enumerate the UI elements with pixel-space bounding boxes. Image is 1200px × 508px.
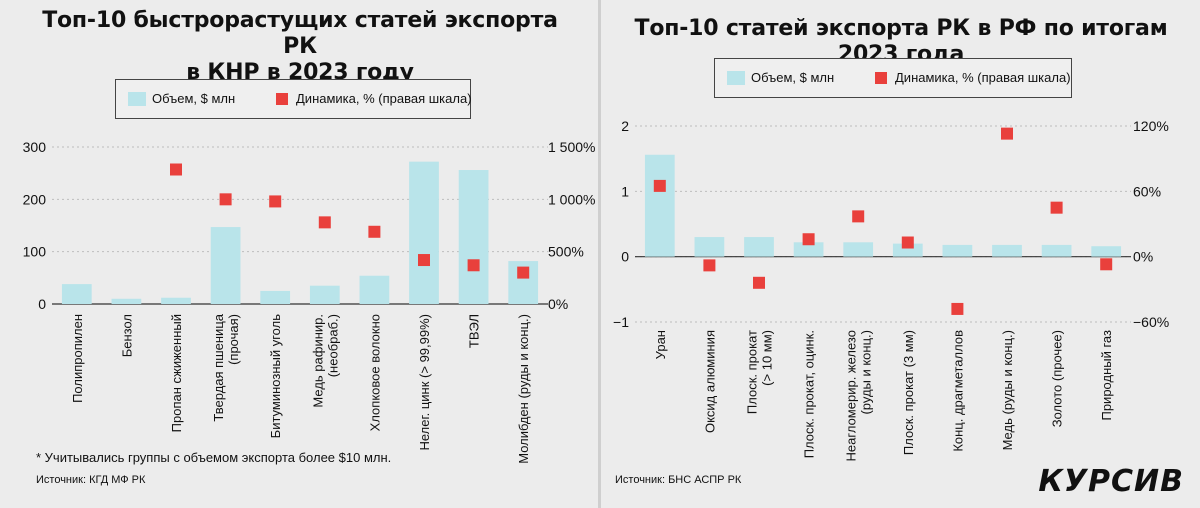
chart-plot: 2 1 0 −1 120% 60% 0% −60% Уран Оксид алюминия Плос… [613,118,1169,461]
category-label: Неагломерир. железо [844,330,859,461]
category-label: Уран [653,330,668,359]
dynamics-marker [703,259,716,272]
category-label: Полипропилен [70,314,85,403]
bar [161,297,191,304]
category-label: Твердая пшеница [211,313,226,421]
chart-plot: 0 100 200 300 0% 500% 1 000% 1 500% Полипропилен… [23,139,596,464]
panel-divider [598,0,601,508]
dynamics-marker [1001,127,1013,140]
y2-tick-label: 1 000% [548,191,595,207]
category-label: Природный газ [1099,330,1114,421]
y2-tick-label: 60% [1133,183,1161,199]
y2-tick-label: 1 500% [548,139,595,155]
dynamics-marker [269,195,282,208]
y-tick-label: 300 [23,139,47,155]
bar [309,285,340,304]
y-tick-label: 0 [38,296,46,312]
legend-marker-label: Динамика, % (правая шкала) [895,70,1071,85]
dynamics-marker [901,236,914,249]
dynamics-marker [318,216,331,229]
category-label: Нелег. цинк (> 99,99%) [417,314,432,451]
category-label: Плоск. прокат, оцинк. [802,330,817,458]
kursiv-logo: КУРСИВ [1038,464,1184,499]
legend-bar-swatch [128,92,146,106]
y-tick-label: 2 [621,118,629,134]
bar [1091,246,1122,257]
category-label: Золото (прочее) [1050,330,1065,427]
y-tick-label: 200 [23,191,47,207]
chart-source: Источник: КГД МФ РК [36,474,146,486]
chart-title: Топ-10 быстрорастущих статей экспорта РК… [40,8,560,86]
y-tick-label: 100 [23,244,47,260]
dynamics-marker [852,210,865,223]
bar [992,244,1022,257]
chart-legend: Объем, $ млн Динамика, % (правая шкала) [115,79,472,119]
chart-panel-russia: Топ-10 статей экспорта РК в РФ по итогам… [601,0,1200,508]
y2-tick-label: 120% [1133,118,1169,134]
y-tick-label: 1 [621,183,629,199]
category-label: (руды и конц.) [859,330,874,415]
bar [644,154,675,257]
category-label: Бензол [119,314,134,357]
bar [111,298,142,304]
y2-tick-label: 0% [548,296,568,312]
category-label: Медь рафинир. [310,314,325,408]
chart-panel-china: Топ-10 быстрорастущих статей экспорта РК… [0,0,598,508]
dynamics-marker [753,276,765,289]
bar [260,290,291,304]
dynamics-marker [368,225,381,238]
dynamics-marker [802,233,815,246]
bar [210,227,241,304]
bar [458,170,489,304]
bar [843,242,874,257]
dynamics-marker [951,302,964,315]
legend-marker-swatch [276,93,288,105]
category-label: (> 10 мм) [760,330,775,386]
dynamics-marker [219,193,232,206]
bar [744,237,774,257]
bar [892,243,923,257]
category-label: (необраб.) [325,314,340,377]
dynamics-marker [1100,258,1113,271]
chart-legend: Объем, $ млн Динамика, % (правая шкала) [714,58,1072,98]
y-tick-label: −1 [613,314,629,330]
y2-tick-label: 500% [548,244,584,260]
chart-title-line-1: Топ-10 быстрорастущих статей экспорта РК [42,8,558,59]
dynamics-marker [653,179,666,192]
category-label: (прочая) [226,314,241,365]
y2-tick-label: −60% [1133,314,1169,330]
bar [1041,244,1072,257]
category-label: Конц. драгметаллов [950,330,965,452]
dynamics-marker [418,254,430,267]
category-label: Битуминозный уголь [268,314,283,439]
bar [942,244,973,257]
bar [409,161,439,304]
category-label: Оксид алюминия [702,330,717,433]
category-label: Плоск. прокат (3 мм) [901,330,916,455]
category-label: ТВЭЛ [467,314,482,348]
category-label: Пропан сжиженный [169,314,184,432]
dynamics-marker [517,266,530,279]
legend-marker-label: Динамика, % (правая шкала) [296,91,472,106]
category-label: Молибден (руды и конц.) [516,314,531,464]
category-label: Хлопковое волокно [367,314,382,431]
y-tick-label: 0 [621,249,629,265]
dynamics-marker [170,163,182,176]
legend-marker-swatch [875,72,887,84]
legend-bar-label: Объем, $ млн [751,70,835,85]
dynamics-marker [1050,201,1063,214]
legend-bar-swatch [727,71,745,85]
bar [61,284,92,304]
bar [694,237,725,257]
category-label: Медь (руды и конц.) [1000,330,1015,450]
bar [359,275,390,304]
y2-tick-label: 0% [1133,249,1153,265]
category-label: Плоск. прокат [745,330,760,414]
bar [793,242,824,257]
dynamics-marker [467,259,480,272]
chart-source: Источник: БНС АСПР РК [615,474,742,486]
legend-bar-label: Объем, $ млн [152,91,236,106]
chart-footnote: * Учитывались группы с объемом экспорта … [36,450,392,465]
